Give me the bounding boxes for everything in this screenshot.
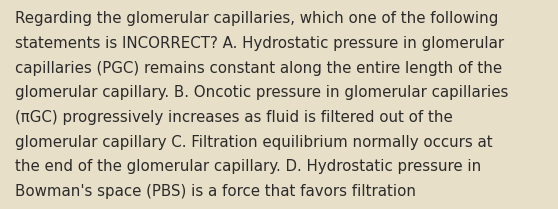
Text: glomerular capillary. B. Oncotic pressure in glomerular capillaries: glomerular capillary. B. Oncotic pressur…: [15, 85, 508, 101]
Text: capillaries (PGC) remains constant along the entire length of the: capillaries (PGC) remains constant along…: [15, 61, 502, 76]
Text: the end of the glomerular capillary. D. Hydrostatic pressure in: the end of the glomerular capillary. D. …: [15, 159, 482, 175]
Text: glomerular capillary C. Filtration equilibrium normally occurs at: glomerular capillary C. Filtration equil…: [15, 135, 493, 150]
Text: Bowman's space (PBS) is a force that favors filtration: Bowman's space (PBS) is a force that fav…: [15, 184, 416, 199]
Text: statements is INCORRECT? A. Hydrostatic pressure in glomerular: statements is INCORRECT? A. Hydrostatic …: [15, 36, 504, 51]
Text: (πGC) progressively increases as fluid is filtered out of the: (πGC) progressively increases as fluid i…: [15, 110, 453, 125]
Text: Regarding the glomerular capillaries, which one of the following: Regarding the glomerular capillaries, wh…: [15, 11, 498, 27]
